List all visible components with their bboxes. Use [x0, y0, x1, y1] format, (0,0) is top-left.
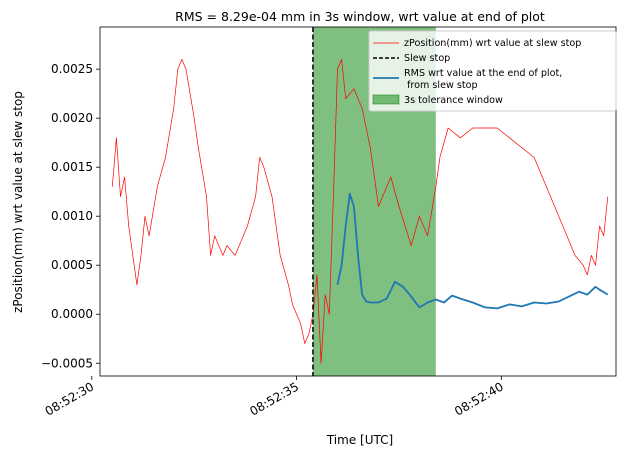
y-tick-label: 0.0015: [51, 160, 93, 174]
y-tick-label: −0.0005: [41, 356, 93, 370]
x-tick-label: 08:52:35: [247, 379, 301, 418]
legend-label-zposition: zPosition(mm) wrt value at slew stop: [404, 38, 581, 49]
y-tick-label: 0.0025: [51, 62, 93, 76]
legend-label-window: 3s tolerance window: [404, 95, 503, 106]
y-tick-label: 0.0000: [51, 307, 93, 321]
legend-label-slew-stop: Slew stop: [404, 53, 450, 64]
y-axis-label: zPosition(mm) wrt value at slew stop: [11, 91, 25, 313]
x-tick-label: 08:52:30: [43, 379, 97, 418]
zposition-series-line: [111, 59, 609, 364]
plot-frame: [99, 26, 617, 377]
x-axis-label: Time [UTC]: [326, 433, 393, 447]
chart-title: RMS = 8.29e-04 mm in 3s window, wrt valu…: [175, 9, 545, 24]
y-tick-label: 0.0005: [51, 258, 93, 272]
legend: zPosition(mm) wrt value at slew stop Sle…: [368, 30, 617, 112]
y-tick-label: 0.0010: [51, 209, 93, 223]
rms-series-line: [336, 192, 609, 310]
legend-label-rms-line1: RMS wrt value at the end of plot,: [404, 68, 562, 79]
y-tick-label: 0.0020: [51, 111, 93, 125]
legend-swatch-window: [372, 94, 400, 105]
legend-box: [368, 30, 617, 112]
x-tick-label: 08:52:40: [452, 379, 506, 418]
legend-label-rms-line2: from slew stop: [404, 80, 478, 91]
